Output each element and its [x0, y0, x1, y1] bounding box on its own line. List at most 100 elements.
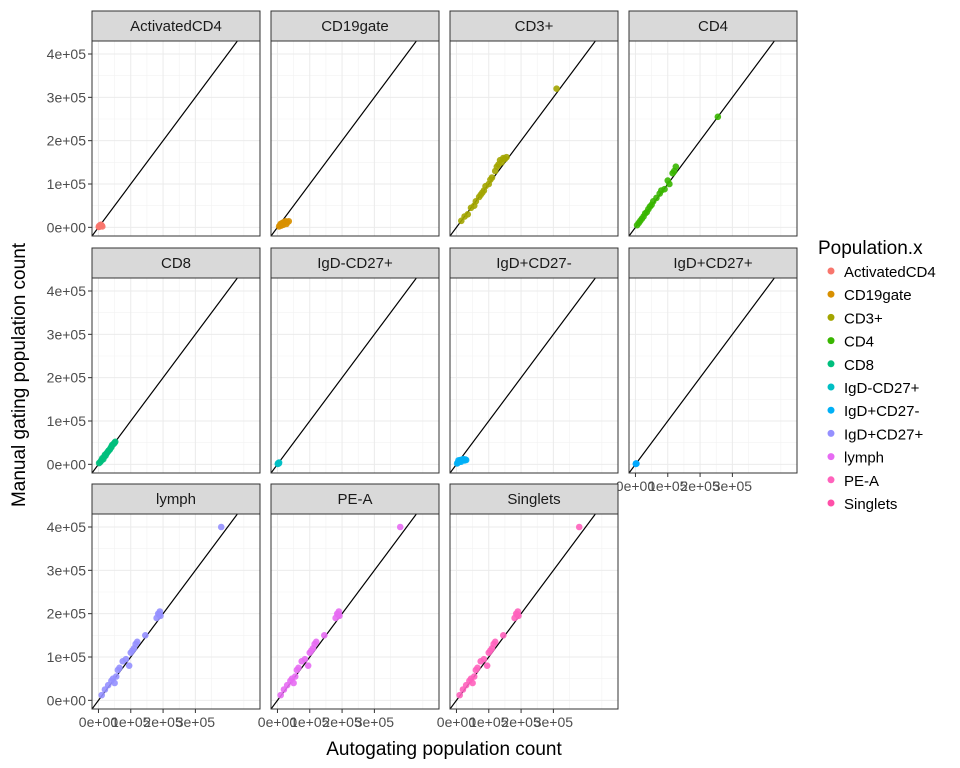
legend-label: IgD+CD27+ [844, 426, 923, 443]
data-point [295, 664, 302, 672]
panel-background [450, 514, 618, 709]
data-point [575, 523, 583, 531]
panel-background [271, 278, 439, 473]
legend-label: Singlets [844, 496, 897, 513]
panel-background [629, 278, 797, 473]
legend-key [827, 383, 835, 391]
strip-background [270, 247, 440, 279]
legend-label: CD4 [844, 334, 874, 351]
legend-key [827, 499, 835, 507]
legend-key [827, 313, 835, 321]
panel-border [449, 40, 619, 237]
panel-border [270, 277, 440, 474]
y-axis-title: Manual gating population count [9, 242, 30, 507]
data-point [455, 457, 462, 464]
panel-border [270, 513, 440, 710]
data-point [491, 638, 499, 646]
data-point [290, 679, 297, 687]
panel-border [91, 513, 261, 710]
data-point [500, 632, 507, 639]
data-point [470, 673, 478, 680]
panel-background [629, 41, 797, 236]
x-tick-label: 3e+05 [713, 478, 753, 494]
data-point [334, 611, 342, 618]
y-tick-label: 0e+00 [47, 219, 87, 235]
x-tick-label: 2e+05 [322, 714, 362, 730]
panel-lymph: lymph0e+001e+052e+053e+054e+050e+001e+05… [47, 483, 261, 730]
panel-plot-area [450, 514, 618, 709]
data-point [321, 632, 328, 639]
panel-plot-area [271, 278, 439, 473]
y-tick-label: 0e+00 [47, 692, 87, 708]
panel-plot-area [271, 514, 439, 709]
x-tick-label: 0e+00 [258, 714, 298, 730]
legend-label: PE-A [844, 473, 879, 490]
legend-key [827, 267, 835, 275]
data-point [304, 662, 312, 669]
x-tick-label: 0e+00 [437, 714, 477, 730]
legend-key [827, 337, 835, 345]
data-point [133, 638, 141, 646]
data-point [456, 691, 463, 699]
data-point [142, 632, 149, 639]
x-tick-label: 2e+05 [143, 714, 183, 730]
x-tick-label: 1e+05 [648, 478, 688, 494]
strip-label: IgD-CD27+ [317, 255, 393, 272]
data-point [217, 523, 225, 531]
panel-plot-area [629, 41, 797, 236]
legend-key [827, 453, 835, 461]
legend-key [827, 406, 835, 414]
strip-label: CD19gate [321, 18, 389, 35]
data-point [480, 655, 488, 663]
panel-background [271, 41, 439, 236]
data-point [503, 153, 510, 161]
strip-label: IgD+CD27- [496, 255, 571, 272]
strip-label: CD8 [161, 255, 191, 272]
strip-label: CD3+ [515, 18, 554, 35]
strip-label: ActivatedCD4 [130, 18, 222, 35]
legend-key [827, 360, 835, 368]
x-tick-label: 2e+05 [501, 714, 541, 730]
strip-label: PE-A [337, 491, 372, 508]
data-point [661, 185, 668, 193]
strip-background [91, 10, 261, 42]
panel-plot-area [450, 41, 618, 236]
x-tick-label: 3e+05 [176, 714, 216, 730]
legend-label: ActivatedCD4 [844, 264, 936, 281]
data-point [125, 662, 133, 669]
legend-label: IgD+CD27- [844, 403, 919, 420]
data-point [464, 211, 472, 218]
panel-border [91, 40, 261, 237]
data-point [483, 662, 491, 669]
data-point [112, 673, 120, 680]
legend-label: CD8 [844, 357, 874, 374]
data-point [633, 460, 640, 467]
panel-CD19gate: CD19gate [270, 10, 440, 237]
x-tick-label: 1e+05 [469, 714, 509, 730]
identity-line [271, 278, 418, 473]
legend-label: IgD-CD27+ [844, 380, 920, 397]
panel-ActivatedCD4: ActivatedCD4 0e+00 1e+05 2e+05 3e+05 4e+05 [47, 10, 261, 237]
strip-label: Singlets [507, 491, 560, 508]
y-tick-label: 3e+05 [47, 89, 87, 105]
x-tick-label: 3e+05 [534, 714, 574, 730]
panel-border [449, 513, 619, 710]
data-point [469, 679, 476, 687]
legend-key [827, 476, 835, 484]
legend-label: CD3+ [844, 310, 883, 327]
data-point [155, 611, 163, 618]
panel-IgD+CD27-: IgD+CD27- [449, 247, 619, 474]
data-point [396, 523, 404, 531]
x-tick-label: 2e+05 [680, 478, 720, 494]
data-point [666, 180, 673, 188]
legend-key [827, 429, 835, 437]
x-tick-label: 1e+05 [290, 714, 330, 730]
y-tick-label: 2e+05 [47, 606, 87, 622]
data-point [474, 664, 481, 672]
legend-label: CD19gate [844, 287, 912, 304]
panel-background [92, 514, 260, 709]
panel-background [92, 278, 260, 473]
identity-line [92, 278, 239, 473]
y-tick-label: 2e+05 [47, 133, 87, 149]
